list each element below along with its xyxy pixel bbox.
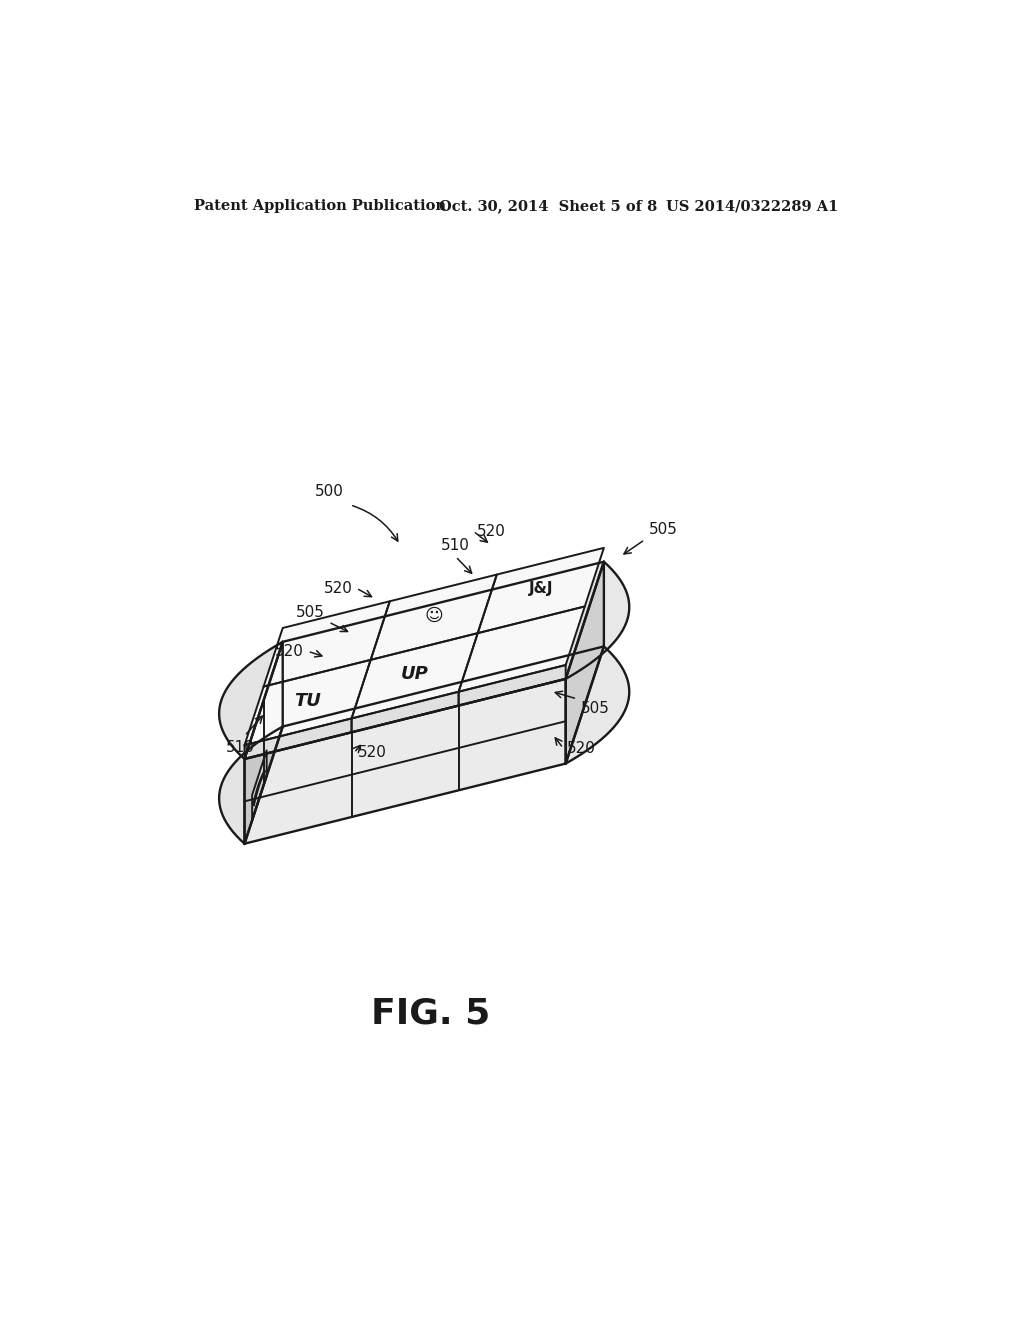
Text: 505: 505 (581, 701, 610, 717)
Text: 510: 510 (441, 537, 470, 553)
Polygon shape (219, 642, 283, 843)
Polygon shape (459, 606, 585, 692)
Text: TU: TU (294, 692, 322, 710)
Polygon shape (263, 602, 390, 686)
Polygon shape (351, 692, 459, 733)
Text: 520: 520 (477, 524, 506, 539)
Text: 520: 520 (274, 644, 304, 659)
Text: 505: 505 (649, 523, 678, 537)
Text: 520: 520 (567, 741, 596, 756)
Polygon shape (245, 660, 371, 744)
Text: Oct. 30, 2014  Sheet 5 of 8: Oct. 30, 2014 Sheet 5 of 8 (438, 199, 656, 213)
Polygon shape (245, 718, 351, 759)
Text: Patent Application Publication: Patent Application Publication (195, 199, 446, 213)
Text: 520: 520 (357, 746, 387, 760)
Text: ☺: ☺ (424, 607, 443, 624)
Polygon shape (351, 634, 478, 718)
Polygon shape (478, 548, 604, 634)
Text: 505: 505 (296, 605, 325, 619)
Polygon shape (565, 562, 604, 763)
Text: 510: 510 (226, 739, 255, 755)
Polygon shape (245, 642, 283, 843)
Text: J&J: J&J (528, 581, 553, 597)
Text: 520: 520 (324, 581, 352, 595)
Polygon shape (252, 750, 266, 820)
Polygon shape (245, 678, 565, 843)
Polygon shape (245, 562, 604, 759)
Polygon shape (459, 665, 565, 706)
Polygon shape (565, 562, 630, 763)
Text: FIG. 5: FIG. 5 (372, 997, 490, 1030)
Text: UP: UP (400, 665, 429, 684)
Polygon shape (371, 574, 497, 660)
Text: US 2014/0322289 A1: US 2014/0322289 A1 (666, 199, 838, 213)
Text: 500: 500 (315, 483, 344, 499)
